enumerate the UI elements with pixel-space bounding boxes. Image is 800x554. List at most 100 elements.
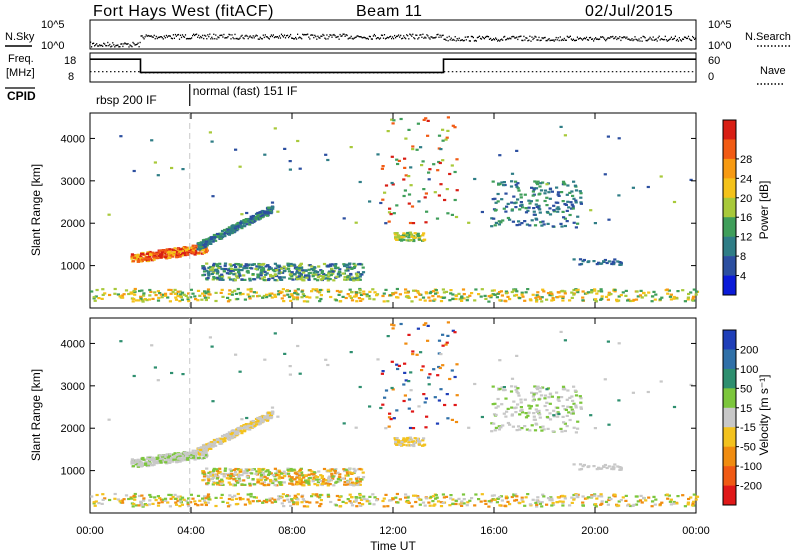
velocity-echo	[324, 358, 328, 361]
power-echo	[368, 200, 372, 203]
velocity-echo	[341, 500, 345, 503]
power-echo	[212, 233, 216, 237]
power-echo	[403, 189, 407, 192]
velocity-echo	[545, 388, 549, 391]
power-echo	[227, 233, 231, 236]
velocity-echo	[619, 499, 623, 502]
noise-point	[392, 36, 394, 38]
power-echo	[492, 217, 496, 220]
velocity-echo	[560, 430, 564, 433]
power-echo	[315, 288, 319, 291]
noise-point	[218, 36, 220, 39]
velocity-echo	[277, 495, 281, 498]
noise-point	[465, 39, 467, 41]
velocity-echo	[528, 407, 532, 410]
velocity-echo	[220, 438, 224, 441]
noise-point	[231, 34, 233, 36]
power-echo	[90, 290, 94, 293]
velocity-echo	[202, 456, 206, 460]
power-echo	[344, 296, 348, 300]
power-echo	[339, 300, 343, 303]
noise-point	[682, 38, 685, 40]
power-echo	[506, 216, 510, 220]
velocity-echo	[228, 475, 233, 478]
power-echo	[453, 126, 457, 129]
velocity-echo	[261, 420, 265, 423]
power-echo	[642, 291, 646, 294]
power-echo	[607, 260, 611, 263]
power-echo	[349, 278, 353, 281]
velocity-echo	[161, 455, 165, 458]
noise-point	[652, 36, 654, 38]
velocity-echo	[675, 502, 679, 505]
power-echo	[574, 199, 578, 202]
noise-point	[689, 39, 692, 41]
noise-point	[537, 39, 539, 41]
velocity-echo	[358, 496, 362, 499]
noise-point	[349, 37, 351, 39]
power-echo	[636, 295, 640, 298]
noise-point	[177, 33, 180, 36]
velocity-echo	[176, 495, 180, 498]
power-echo	[299, 266, 304, 269]
velocity-echo	[514, 498, 519, 502]
velocity-echo	[521, 500, 525, 503]
noise-point	[197, 36, 199, 38]
power-echo	[140, 299, 145, 302]
velocity-echo	[269, 472, 273, 475]
velocity-echo	[346, 472, 350, 475]
power-echo	[516, 198, 520, 201]
noise-point	[104, 43, 106, 45]
power-echo	[436, 295, 441, 298]
noise-point	[383, 34, 386, 36]
power-echo	[326, 288, 330, 291]
noise-point	[471, 35, 473, 38]
power-echo	[307, 278, 311, 281]
velocity-echo	[303, 479, 308, 482]
noise-point	[317, 35, 319, 37]
velocity-echo	[503, 504, 507, 507]
velocity-echo	[300, 501, 304, 504]
velocity-echo	[603, 378, 607, 381]
power-echo	[409, 239, 414, 242]
power-echo	[408, 231, 412, 234]
velocity-echo	[197, 447, 201, 450]
noise-point	[397, 35, 399, 37]
velocity-echo	[558, 500, 562, 503]
noise-point	[101, 44, 103, 47]
velocity-echo	[355, 505, 359, 508]
velocity-echo	[248, 502, 252, 505]
velocity-echo	[212, 473, 216, 477]
power-echo	[439, 183, 443, 186]
velocity-echo	[206, 501, 210, 504]
power-echo	[304, 269, 308, 272]
noise-series	[90, 33, 697, 48]
velocity-echo	[250, 472, 254, 475]
power-echo	[581, 290, 585, 293]
noise-point	[191, 37, 193, 39]
velocity-echo	[266, 413, 270, 416]
velocity-echo	[312, 476, 316, 479]
velocity-echo	[237, 474, 242, 477]
noise-point	[451, 39, 453, 41]
freq-label-1: Freq.	[8, 53, 34, 65]
radar-title: Fort Hays West (fitACF)	[93, 3, 274, 20]
velocity-echo	[232, 478, 236, 481]
noise-point	[625, 37, 627, 40]
power-echo	[326, 264, 330, 267]
velocity-echo	[444, 495, 449, 498]
colorbar-tick-label: 16	[740, 212, 752, 224]
power-echo	[388, 207, 392, 210]
velocity-echo	[439, 505, 444, 508]
power-echo	[510, 180, 514, 183]
velocity-echo	[295, 480, 299, 484]
power-echo	[262, 278, 266, 282]
power-echo	[173, 292, 177, 295]
power-echo	[348, 288, 352, 291]
noise-point	[348, 37, 350, 39]
noise-point	[647, 39, 649, 41]
velocity-echo	[236, 492, 240, 496]
velocity-echo	[313, 483, 317, 486]
colorbar-tick-label: -200	[740, 481, 762, 493]
velocity-echo	[292, 468, 296, 471]
